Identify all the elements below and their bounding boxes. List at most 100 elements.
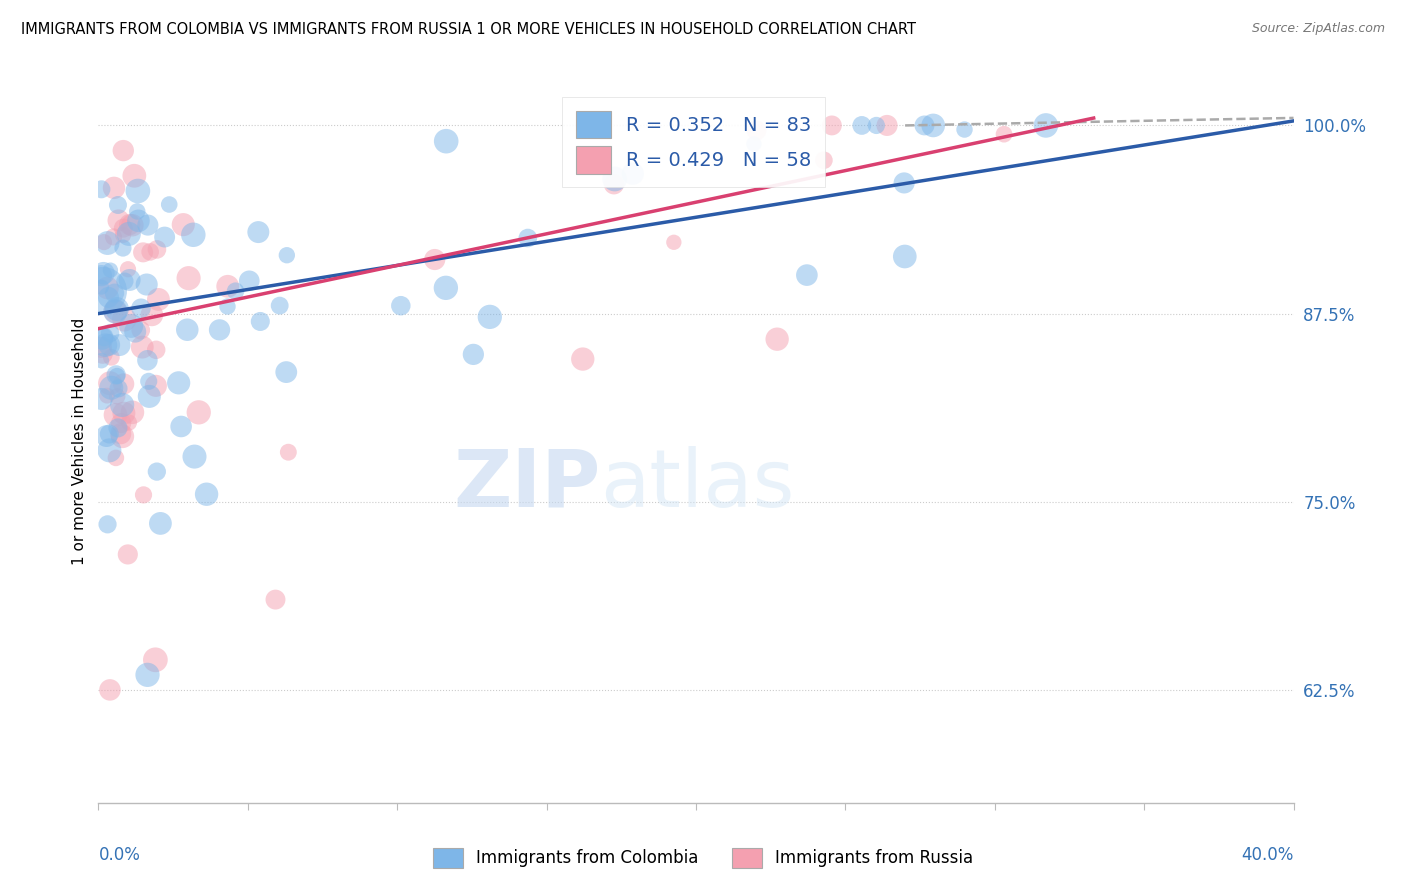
Point	[269, 299, 291, 313]
Point	[813, 153, 835, 168]
Point	[389, 299, 412, 313]
Text: 0.0%: 0.0%	[98, 847, 141, 864]
Point	[91, 332, 114, 346]
Point	[96, 235, 118, 250]
Point	[893, 176, 915, 190]
Point	[796, 268, 818, 282]
Point	[103, 286, 125, 301]
Point	[138, 389, 160, 403]
Text: Source: ZipAtlas.com: Source: ZipAtlas.com	[1251, 22, 1385, 36]
Point	[170, 419, 193, 434]
Point	[98, 427, 121, 442]
Point	[103, 181, 125, 195]
Point	[571, 352, 593, 367]
Text: ZIP: ZIP	[453, 446, 600, 524]
Point	[953, 122, 976, 136]
Point	[217, 279, 239, 293]
Point	[993, 127, 1015, 141]
Point	[118, 416, 141, 430]
Point	[129, 301, 152, 316]
Point	[136, 218, 159, 232]
Point	[100, 263, 122, 277]
Point	[603, 172, 626, 186]
Point	[139, 244, 162, 259]
Point	[145, 343, 167, 357]
Point	[100, 351, 122, 365]
Point	[423, 252, 446, 267]
Point	[110, 426, 132, 441]
Point	[112, 376, 135, 391]
Text: IMMIGRANTS FROM COLOMBIA VS IMMIGRANTS FROM RUSSIA 1 OR MORE VEHICLES IN HOUSEHO: IMMIGRANTS FROM COLOMBIA VS IMMIGRANTS F…	[21, 22, 917, 37]
Point	[105, 368, 128, 382]
Point	[108, 338, 131, 352]
Point	[1035, 119, 1057, 133]
Point	[131, 340, 153, 354]
Point	[876, 119, 898, 133]
Point	[141, 308, 163, 322]
Point	[127, 184, 149, 198]
Point	[121, 405, 143, 419]
Point	[104, 304, 127, 318]
Point	[111, 398, 134, 412]
Point	[145, 379, 167, 393]
Point	[238, 274, 260, 288]
Point	[208, 323, 231, 337]
Point	[118, 273, 141, 287]
Point	[90, 182, 112, 196]
Point	[183, 450, 205, 464]
Point	[136, 353, 159, 368]
Point	[138, 375, 160, 389]
Point	[96, 389, 118, 403]
Point	[478, 310, 501, 324]
Point	[93, 235, 115, 249]
Point	[742, 136, 765, 151]
Point	[121, 219, 143, 233]
Point	[124, 325, 146, 339]
Point	[167, 376, 190, 390]
Point	[264, 592, 287, 607]
Text: 40.0%: 40.0%	[1241, 847, 1294, 864]
Point	[90, 268, 112, 283]
Point	[117, 262, 139, 277]
Point	[90, 392, 112, 406]
Point	[112, 312, 135, 326]
Point	[894, 250, 917, 264]
Point	[98, 338, 121, 352]
Point	[117, 548, 139, 562]
Point	[145, 653, 167, 667]
Point	[129, 323, 152, 337]
Point	[127, 204, 149, 219]
Point	[195, 487, 218, 501]
Point	[98, 326, 121, 340]
Point	[146, 243, 169, 257]
Point	[463, 347, 485, 361]
Point	[120, 318, 142, 333]
Point	[249, 314, 271, 328]
Point	[107, 381, 129, 395]
Point	[821, 119, 844, 133]
Point	[176, 323, 198, 337]
Point	[107, 421, 129, 435]
Point	[118, 218, 141, 232]
Point	[136, 668, 159, 682]
Point	[922, 119, 945, 133]
Point	[104, 408, 127, 422]
Point	[104, 304, 127, 318]
Text: atlas: atlas	[600, 446, 794, 524]
Point	[277, 445, 299, 459]
Point	[766, 332, 789, 346]
Point	[111, 241, 134, 255]
Point	[96, 281, 118, 295]
Point	[110, 416, 132, 430]
Legend: R = 0.352   N = 83, R = 0.429   N = 58: R = 0.352 N = 83, R = 0.429 N = 58	[562, 97, 825, 187]
Point	[91, 284, 114, 298]
Point	[90, 280, 112, 294]
Point	[112, 406, 135, 420]
Point	[135, 277, 157, 292]
Point	[153, 230, 176, 244]
Point	[851, 119, 873, 133]
Point	[172, 218, 194, 232]
Point	[146, 465, 169, 479]
Point	[276, 248, 298, 262]
Point	[90, 353, 112, 368]
